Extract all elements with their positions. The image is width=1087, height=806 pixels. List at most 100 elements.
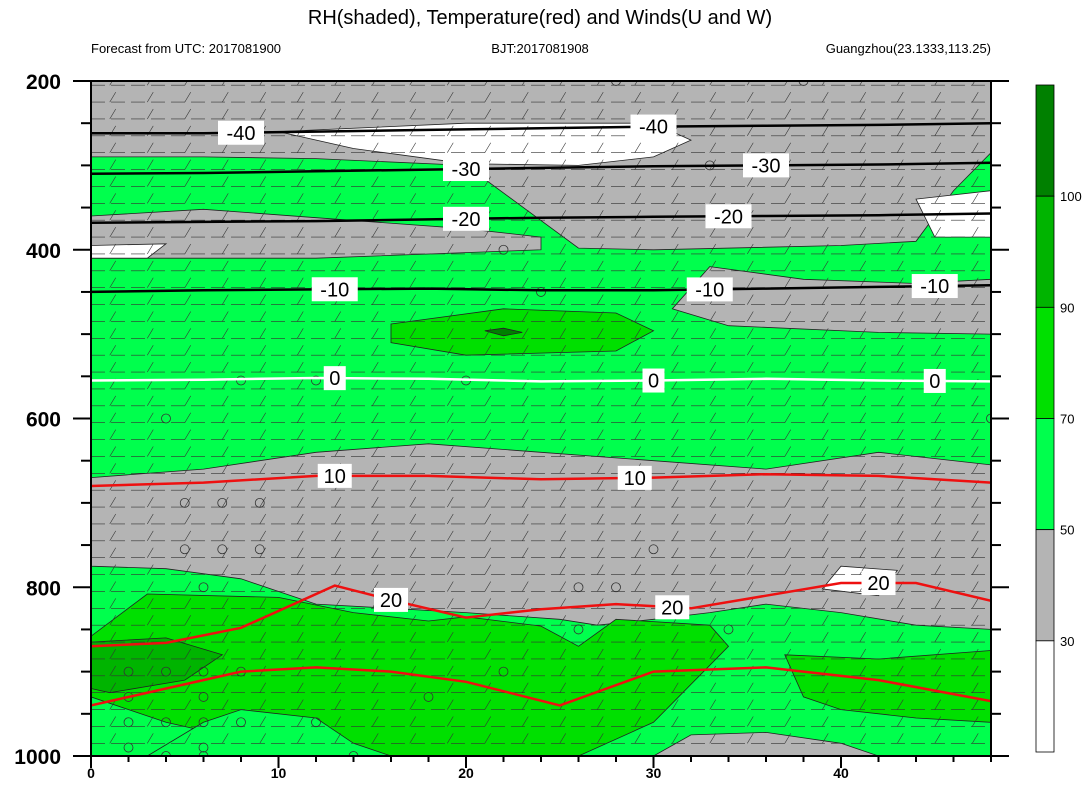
wind-barb (934, 530, 942, 541)
wind-barb (259, 91, 267, 103)
wind-barb (521, 91, 529, 103)
wind-barb (371, 159, 379, 170)
wind-barb (596, 260, 604, 271)
wind-barb (184, 716, 192, 727)
wind-barb (596, 598, 604, 609)
wind-barb (559, 615, 567, 626)
wind-barb (596, 496, 604, 508)
wind-barb (859, 395, 867, 406)
wind-barb (971, 243, 979, 255)
wind-barb (446, 260, 454, 271)
calm-wind-marker (611, 582, 621, 593)
wind-barb (821, 81, 826, 86)
wind-barb (221, 159, 229, 170)
wind-barb (259, 311, 267, 322)
wind-barb (146, 716, 154, 727)
wind-barb (859, 733, 867, 744)
wind-barb (334, 210, 342, 221)
wind-barb (934, 91, 942, 103)
wind-barb (934, 311, 942, 322)
wind-barb (746, 446, 754, 457)
wind-barb (971, 665, 979, 676)
wind-barb (671, 733, 679, 744)
calm-wind-marker (161, 666, 171, 677)
wind-barb (971, 311, 979, 322)
wind-barb (109, 210, 117, 221)
wind-barb (821, 345, 829, 356)
wind-barb (671, 361, 679, 373)
wind-barb (559, 328, 567, 339)
wind-barb (296, 294, 304, 305)
wind-barb (184, 598, 192, 609)
wind-barb (746, 682, 754, 693)
wind-barb (934, 193, 942, 204)
wind-barb (896, 699, 904, 710)
calm-wind-marker (179, 544, 190, 555)
wind-barb (221, 513, 229, 525)
wind-barb (784, 176, 792, 187)
wind-barb (371, 631, 379, 643)
wind-barb (259, 81, 263, 86)
wind-barb (634, 311, 642, 322)
wind-barb (146, 446, 154, 457)
calm-wind-marker (423, 692, 434, 702)
wind-barb (934, 564, 942, 575)
contour-line-10 (91, 472, 991, 488)
wind-barb (896, 716, 904, 727)
wind-barb (859, 142, 867, 153)
calm-wind-marker (198, 742, 209, 753)
rh-gray-upper (91, 81, 991, 251)
wind-barb (821, 361, 829, 373)
contour-label: 20 (867, 573, 889, 595)
wind-barb (146, 581, 154, 592)
colorbar: 30 50 70 90 100 (1035, 84, 1082, 753)
wind-barb (784, 615, 792, 626)
wind-barb (146, 226, 154, 238)
rh-white-top (278, 122, 692, 166)
wind-barb (221, 260, 229, 271)
wind-barb (409, 496, 417, 508)
wind-barb (821, 598, 829, 609)
wind-barb (334, 142, 342, 153)
wind-barb (859, 226, 867, 238)
wind-barb (821, 513, 829, 525)
wind-barb (146, 277, 154, 288)
wind-barb (521, 581, 529, 592)
wind-barb (896, 429, 904, 440)
x-tick-label: 30 (646, 765, 662, 781)
wind-barb (446, 733, 454, 744)
wind-barb (821, 496, 829, 508)
wind-barb (409, 226, 417, 238)
calm-wind-marker (198, 666, 209, 677)
wind-barb (559, 530, 567, 541)
contour-label: -20 (452, 209, 481, 231)
wind-barb (559, 564, 567, 575)
wind-barb (446, 243, 454, 255)
wind-barb (109, 395, 117, 406)
wind-barb (559, 260, 567, 271)
wind-barb (821, 648, 829, 660)
wind-barb (934, 395, 942, 406)
wind-barb (409, 513, 417, 525)
wind-barb (221, 412, 229, 423)
wind-barb (821, 311, 829, 322)
wind-barb (709, 716, 717, 727)
wind-barb (259, 682, 267, 693)
wind-barb (896, 395, 904, 406)
wind-barb (859, 446, 867, 457)
wind-barb (109, 463, 117, 474)
wind-barb (671, 243, 679, 255)
wind-barb (409, 108, 417, 120)
wind-barb (709, 480, 717, 491)
wind-barb (971, 429, 979, 440)
wind-barb (109, 328, 117, 339)
wind-barb (634, 159, 642, 170)
wind-barb (859, 294, 867, 305)
wind-barb (221, 631, 229, 643)
wind-barb (746, 496, 754, 508)
calm-wind-marker (179, 497, 190, 508)
wind-barb (484, 598, 492, 609)
wind-barb (109, 311, 117, 322)
wind-barb (784, 547, 792, 558)
wind-barb (409, 615, 417, 626)
